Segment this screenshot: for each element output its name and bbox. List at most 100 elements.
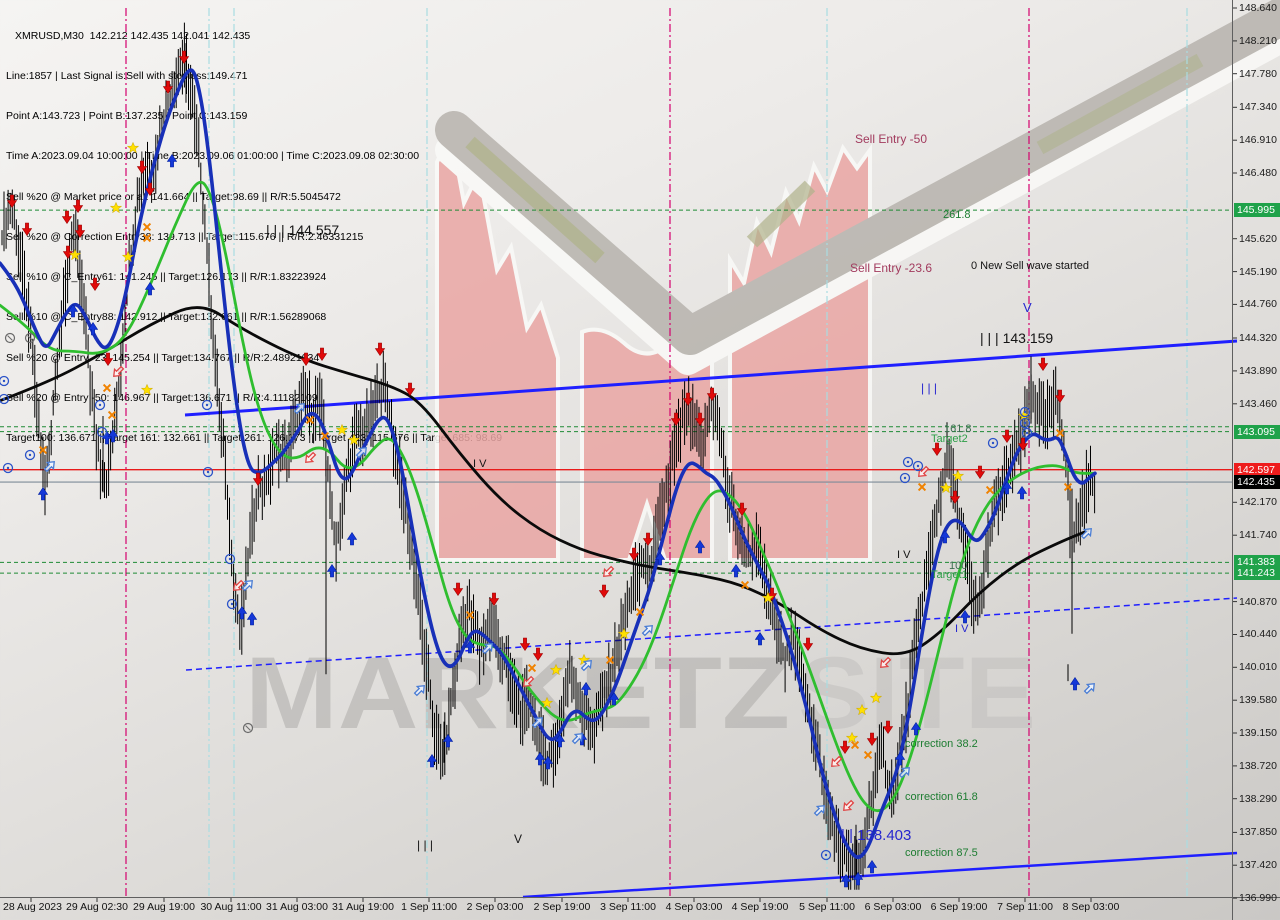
buy-arrow-markers-icon xyxy=(464,639,476,654)
trendline-2[interactable] xyxy=(185,597,1238,671)
sell-arrow-markers-icon xyxy=(1054,389,1066,404)
sell-market-line: Sell %20 @ Market price or at: 141.664 |… xyxy=(6,190,341,203)
gray-circle-icon xyxy=(242,722,254,734)
star-markers-icon xyxy=(855,703,869,716)
buy-arrow-markers-icon xyxy=(608,691,620,706)
signal-circle-dot xyxy=(98,403,102,407)
buy-arrow-markers-icon xyxy=(346,531,358,546)
sell-arrow-markers-icon xyxy=(61,210,73,225)
time-tick-label: 29 Aug 02:30 xyxy=(66,901,128,913)
buy-arrow-markers-icon xyxy=(144,281,156,296)
signal-circle-markers xyxy=(0,375,1033,861)
cross-marker-icon xyxy=(605,655,615,665)
close-trade-arrow-markers-icon xyxy=(305,451,317,463)
sell-arrow-markers-icon xyxy=(162,80,174,95)
buy-arrow-markers-icon xyxy=(442,733,454,748)
price-tick-label: 136.990 xyxy=(1239,892,1277,905)
open-trade-arrow-markers-icon xyxy=(641,625,653,637)
price-tick-label: 140.870 xyxy=(1239,595,1277,608)
cross-marker-icon xyxy=(305,415,315,425)
price-tick-label: 147.780 xyxy=(1239,67,1277,80)
buy-arrow-markers-icon xyxy=(236,605,248,620)
buy-arrow-markers-icon xyxy=(910,721,922,736)
cross-marker-icon xyxy=(635,607,645,617)
signal-circle-icon xyxy=(902,456,914,468)
buy-arrow-markers-icon xyxy=(580,681,592,696)
sell-arrow-markers-icon xyxy=(839,740,851,755)
price-tick-label: 148.210 xyxy=(1239,34,1277,47)
time-tick-label: 2 Sep 19:00 xyxy=(533,901,591,913)
sell-arrow-markers-icon xyxy=(866,732,878,747)
price-tick-label: 147.340 xyxy=(1239,101,1277,114)
buy-arrow-markers-icon xyxy=(246,611,258,626)
signal-circle-dot xyxy=(28,453,32,457)
time-tick-label: 8 Sep 03:00 xyxy=(1062,901,1120,913)
star-markers-icon xyxy=(140,383,154,396)
sell-arrow-markers-icon xyxy=(452,582,464,597)
star-markers-icon xyxy=(126,141,140,154)
star-markers-icon xyxy=(761,591,775,604)
signal-circle-icon xyxy=(24,449,36,461)
buy-arrow-markers-icon xyxy=(542,755,554,770)
price-tick-label: 144.320 xyxy=(1239,332,1277,345)
close-trade-arrow-markers-icon xyxy=(880,656,892,668)
sell-arrow-markers-icon xyxy=(300,352,312,367)
price-tag-black: 142.435 xyxy=(1234,475,1280,490)
cross-marker-icon xyxy=(107,410,117,420)
close-trade-arrow-markers-icon xyxy=(603,565,615,577)
buy-arrow-markers-icon xyxy=(534,751,546,766)
price-tag-green: 141.383 xyxy=(1234,555,1280,570)
cross-marker-icon xyxy=(527,663,537,673)
signal-circle-dot xyxy=(991,441,995,445)
price-tick-label: 145.620 xyxy=(1239,232,1277,245)
sell-arrow-markers-icon xyxy=(144,182,156,197)
close-trade-arrow-markers-icon xyxy=(113,365,125,377)
open-trade-arrow-markers-icon xyxy=(241,580,253,592)
signal-circle-icon xyxy=(987,437,999,449)
sell-arrow-markers-icon xyxy=(316,347,328,362)
gray-circle-tick xyxy=(7,335,13,341)
logo-olive-accent-3 xyxy=(1036,53,1204,155)
buy-arrow-markers-icon xyxy=(959,609,971,624)
signal-circle-icon xyxy=(1021,427,1033,439)
time-tick-label: 7 Sep 11:00 xyxy=(997,901,1053,913)
signal-circle-dot xyxy=(2,397,6,401)
sell-arrow-markers-icon xyxy=(670,412,682,427)
signal-circle-icon xyxy=(820,849,832,861)
price-tick-label: 137.420 xyxy=(1239,859,1277,872)
marketzsite-logo-watermark xyxy=(435,0,1280,562)
signal-circle-icon xyxy=(0,375,10,387)
star-markers-icon xyxy=(549,663,563,676)
time-tick-label: 29 Aug 19:00 xyxy=(133,901,195,913)
sell-arrow-markers-icon xyxy=(706,387,718,402)
buy-arrow-markers-icon xyxy=(1016,485,1028,500)
price-tick-label: 145.190 xyxy=(1239,265,1277,278)
signal-circle-dot xyxy=(228,557,232,561)
price-tick-label: 143.460 xyxy=(1239,397,1277,410)
time-tick-label: 31 Aug 19:00 xyxy=(332,901,394,913)
price-tag-green: 145.995 xyxy=(1234,203,1280,218)
signal-circle-dot xyxy=(824,853,828,857)
signal-circle-dot xyxy=(230,602,234,606)
price-tick-label: 142.170 xyxy=(1239,496,1277,509)
star-markers-icon xyxy=(335,423,349,436)
sell-arrow-markers-icon xyxy=(766,587,778,602)
buy-arrow-markers-icon xyxy=(654,551,666,566)
star-markers-icon xyxy=(121,250,135,263)
signal-circle-icon xyxy=(2,462,14,474)
trendline-3[interactable] xyxy=(522,851,1238,899)
cross-marker-icon xyxy=(142,222,152,232)
signal-circle-dot xyxy=(916,464,920,468)
star-markers-icon xyxy=(845,731,859,744)
signal-circle-dot xyxy=(903,476,907,480)
signal-circle-icon xyxy=(201,399,213,411)
time-tick-label: 4 Sep 19:00 xyxy=(731,901,789,913)
sell-arrow-markers-icon xyxy=(74,224,86,239)
signal-circle-icon xyxy=(202,466,214,478)
trendline-1[interactable] xyxy=(184,339,1238,417)
